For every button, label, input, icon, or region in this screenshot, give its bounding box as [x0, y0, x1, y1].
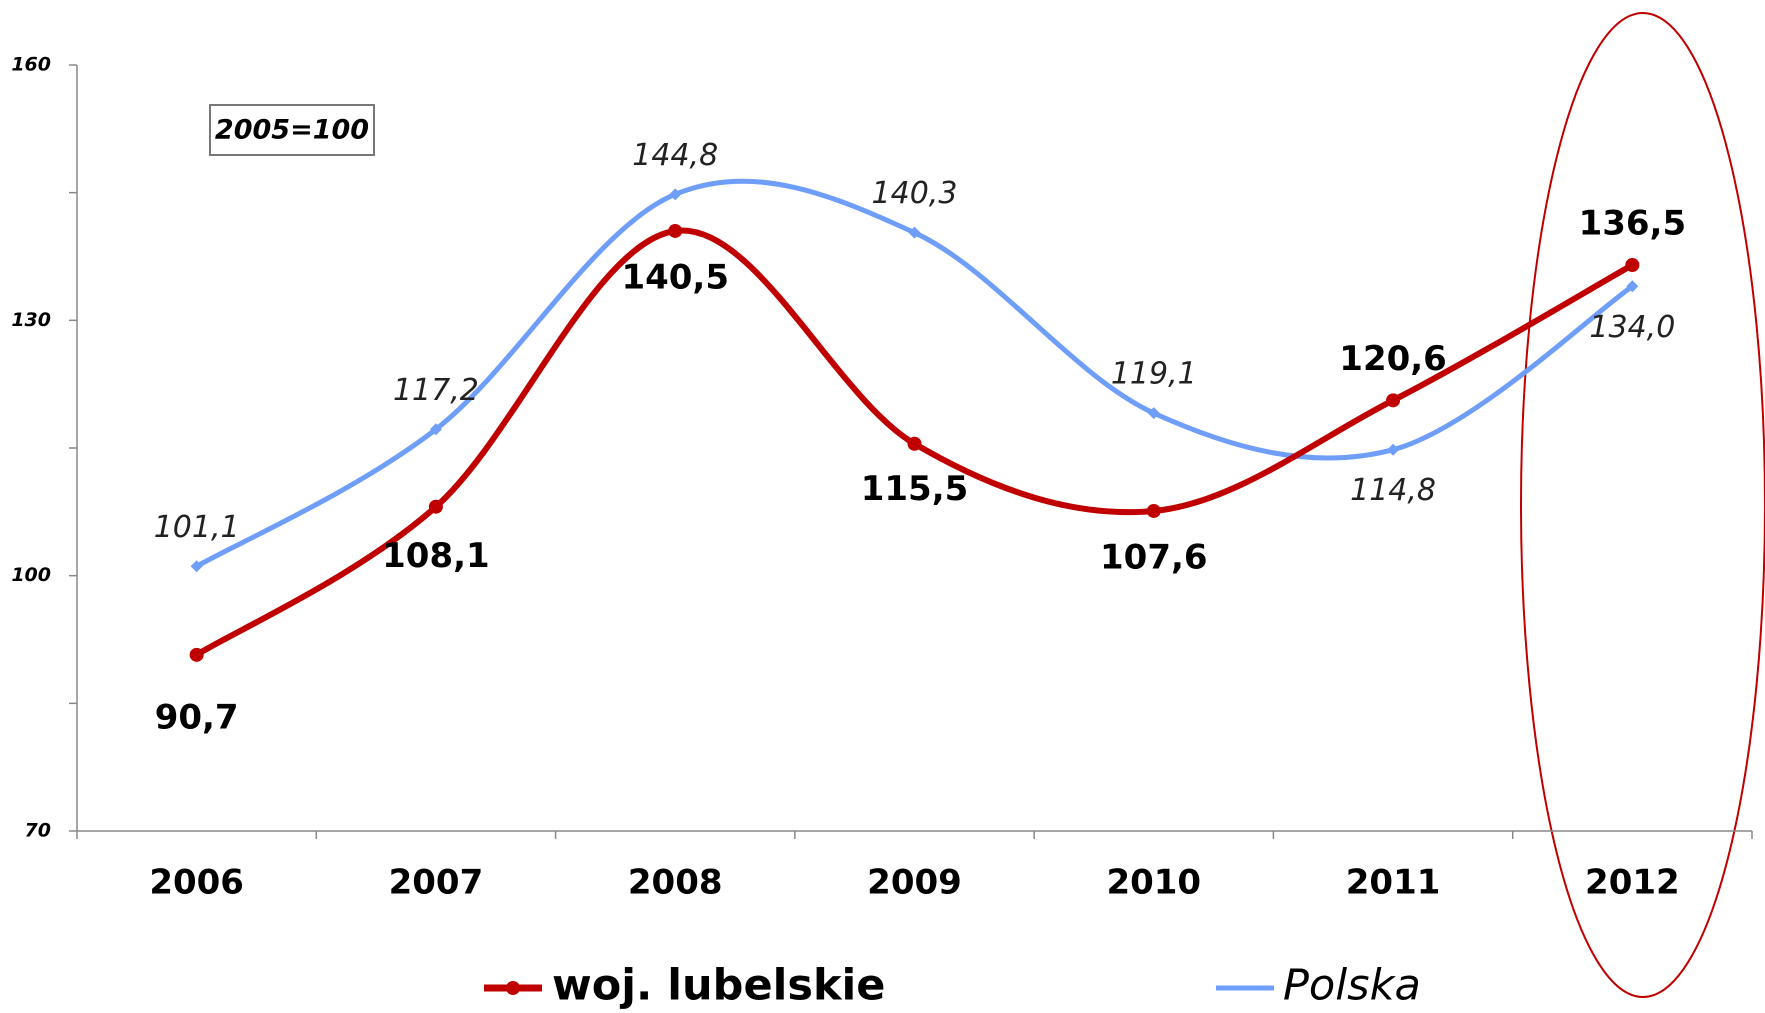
data-label: 90,7 [155, 697, 239, 737]
point [668, 223, 683, 238]
point [1626, 280, 1639, 293]
data-label: 144,8 [632, 138, 718, 173]
point [428, 499, 443, 514]
data-label: 119,1 [1111, 357, 1197, 392]
y-tick-label: 160 [11, 54, 51, 76]
data-label: 117,2 [393, 373, 479, 408]
data-label: 108,1 [382, 536, 490, 576]
point [907, 436, 922, 451]
x-tick-label: 2009 [867, 863, 962, 903]
point [1147, 407, 1160, 420]
data-label: 107,6 [1100, 537, 1208, 577]
annotation-box [209, 104, 375, 156]
data-label: 101,1 [154, 510, 240, 545]
x-tick-label: 2010 [1106, 863, 1201, 903]
y-tick-label: 70 [25, 820, 51, 842]
point [1387, 443, 1400, 456]
x-tick-label: 2008 [628, 863, 723, 903]
data-label: 134,0 [1589, 310, 1675, 345]
legend-marker [506, 981, 520, 995]
point [1625, 258, 1640, 273]
data-label: 120,6 [1339, 339, 1447, 379]
point [189, 647, 204, 662]
x-tick-label: 2007 [389, 863, 484, 903]
data-label: 140,3 [872, 176, 958, 211]
y-tick-label: 100 [11, 564, 51, 586]
point [669, 188, 682, 201]
annotation: 2005=100 [215, 115, 369, 146]
data-label: 115,5 [861, 469, 969, 509]
point [1146, 503, 1161, 518]
data-label: 136,5 [1579, 204, 1687, 244]
highlight-ellipse [1520, 12, 1765, 998]
data-label: 140,5 [621, 257, 729, 297]
y-tick-label: 130 [11, 309, 51, 331]
data-label: 114,8 [1350, 473, 1436, 508]
x-tick-label: 2006 [149, 863, 244, 903]
x-tick-label: 2012 [1585, 863, 1680, 903]
point [190, 560, 203, 573]
legend-label: Polska [1283, 961, 1421, 1011]
point [429, 423, 442, 436]
x-tick-label: 2011 [1346, 863, 1441, 903]
point [1386, 393, 1401, 408]
point [908, 226, 921, 239]
legend-label: woj. lubelskie [552, 961, 885, 1011]
